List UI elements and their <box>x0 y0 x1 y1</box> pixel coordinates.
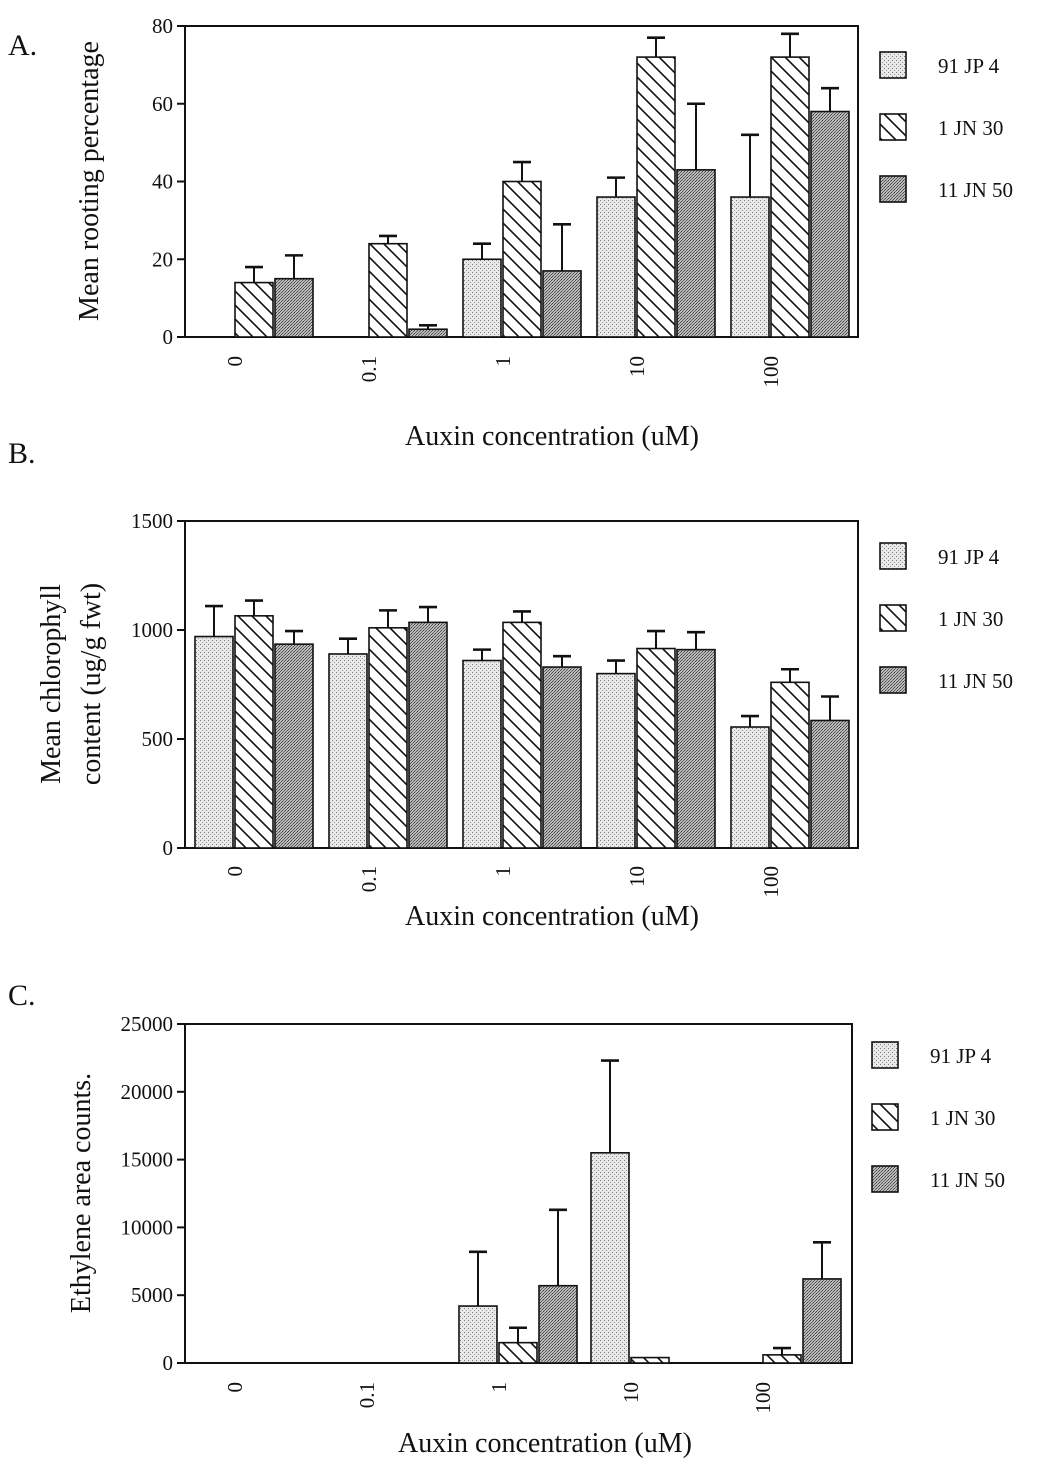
bar-91-jp-4-1 <box>462 659 502 849</box>
bar-1-jn-30-0 <box>234 281 274 338</box>
legend-swatch-11-jn-50 <box>879 175 907 203</box>
legend-label-91-jp-4: 91 JP 4 <box>938 545 1000 569</box>
x-tick-label: 0 <box>223 1382 247 1393</box>
legend-label-11-jn-50: 11 JN 50 <box>938 178 1013 202</box>
bar-91-jp-4-100 <box>730 726 770 849</box>
x-axis-label: Auxin concentration (uM) <box>398 1428 692 1459</box>
bar-1-jn-30-0-1 <box>368 627 408 849</box>
panel-b: B. Mean chlorophyll content (ug/g fwt) Auxi… <box>8 437 1013 932</box>
panel-label: C. <box>8 979 36 1012</box>
bar-91-jp-4-1 <box>458 1305 498 1364</box>
bar-11-jn-50-0-1 <box>408 328 448 338</box>
bar-11-jn-50-100 <box>810 110 850 338</box>
bar-91-jp-4-1 <box>462 258 502 338</box>
x-tick-label: 100 <box>759 356 783 388</box>
bar-1-jn-30-100 <box>770 681 810 849</box>
bar-91-jp-4-100 <box>730 196 770 338</box>
y-tick-label: 5000 <box>131 1283 173 1307</box>
legend-swatch-91-jp-4 <box>879 51 907 79</box>
legend-swatch-91-jp-4 <box>871 1041 899 1069</box>
y-axis-label: Ethylene area counts. <box>66 1073 97 1313</box>
bar-91-jp-4-0 <box>194 635 234 849</box>
x-tick-label: 0.1 <box>355 1382 379 1408</box>
legend-label-1-jn-30: 1 JN 30 <box>938 116 1003 140</box>
bar-11-jn-50-100 <box>810 719 850 849</box>
y-tick-label: 0 <box>163 1351 174 1375</box>
x-tick-label: 1 <box>487 1382 511 1393</box>
y-axis-label: Mean chlorophyll <box>36 584 67 784</box>
bar-1-jn-30-100 <box>762 1354 802 1364</box>
x-tick-label: 1 <box>491 866 515 877</box>
panel-label: A. <box>8 29 37 62</box>
bar-91-jp-4-10 <box>590 1152 630 1364</box>
x-tick-label: 0 <box>223 356 247 367</box>
x-axis-label: Auxin concentration (uM) <box>405 901 699 932</box>
y-tick-label: 20 <box>152 247 173 271</box>
bar-91-jp-4-10 <box>596 196 636 338</box>
y-tick-label: 10000 <box>121 1215 174 1239</box>
bar-1-jn-30-100 <box>770 56 810 338</box>
bar-11-jn-50-1 <box>538 1284 578 1364</box>
legend-label-11-jn-50: 11 JN 50 <box>938 669 1013 693</box>
bar-11-jn-50-1 <box>542 270 582 338</box>
y-tick-label: 60 <box>152 92 173 116</box>
panel-a: A. Mean rooting percentage Auxin concentra… <box>8 14 1013 452</box>
bar-11-jn-50-10 <box>676 169 716 338</box>
legend-swatch-91-jp-4 <box>879 542 907 570</box>
y-tick-label: 0 <box>163 836 174 860</box>
y-tick-label: 25000 <box>121 1012 174 1036</box>
legend-label-1-jn-30: 1 JN 30 <box>930 1106 995 1130</box>
y-axis-label: content (ug/g fwt) <box>76 583 107 785</box>
bar-11-jn-50-100 <box>802 1278 842 1364</box>
bar-1-jn-30-0 <box>234 615 274 849</box>
y-tick-label: 15000 <box>121 1148 174 1172</box>
y-axis-label: Mean rooting percentage <box>74 41 105 321</box>
bar-11-jn-50-10 <box>676 648 716 849</box>
bar-11-jn-50-0 <box>274 643 314 849</box>
x-tick-label: 100 <box>751 1382 775 1414</box>
legend-swatch-11-jn-50 <box>871 1165 899 1193</box>
bar-11-jn-50-0-1 <box>408 621 448 849</box>
y-tick-label: 1000 <box>131 618 173 642</box>
legend-swatch-1-jn-30 <box>871 1103 899 1131</box>
bar-1-jn-30-1 <box>502 180 542 338</box>
bar-1-jn-30-1 <box>502 621 542 849</box>
y-tick-label: 1500 <box>131 509 173 533</box>
x-tick-label: 100 <box>759 866 783 898</box>
legend-label-1-jn-30: 1 JN 30 <box>938 607 1003 631</box>
y-tick-label: 40 <box>152 170 173 194</box>
bar-1-jn-30-10 <box>636 647 676 849</box>
y-tick-label: 20000 <box>121 1080 174 1104</box>
x-tick-label: 0.1 <box>357 866 381 892</box>
panel-label: B. <box>8 437 36 470</box>
y-tick-label: 0 <box>163 325 174 349</box>
x-tick-label: 0.1 <box>357 356 381 382</box>
x-axis-label: Auxin concentration (uM) <box>405 421 699 452</box>
legend-label-91-jp-4: 91 JP 4 <box>930 1044 992 1068</box>
x-tick-label: 10 <box>619 1382 643 1403</box>
bar-1-jn-30-10 <box>636 56 676 338</box>
legend-swatch-11-jn-50 <box>879 666 907 694</box>
bar-11-jn-50-1 <box>542 666 582 849</box>
bar-91-jp-4-0-1 <box>328 653 368 849</box>
x-tick-label: 0 <box>223 866 247 877</box>
panel-c: C. Ethylene area counts. Auxin concentrati… <box>8 979 1005 1459</box>
bar-1-jn-30-1 <box>498 1341 538 1364</box>
x-tick-label: 10 <box>625 356 649 377</box>
legend-swatch-1-jn-30 <box>879 113 907 141</box>
plot-frame <box>184 1023 853 1364</box>
y-tick-label: 80 <box>152 14 173 38</box>
legend-label-11-jn-50: 11 JN 50 <box>930 1168 1005 1192</box>
bar-1-jn-30-0-1 <box>368 242 408 338</box>
bar-91-jp-4-10 <box>596 672 636 849</box>
y-tick-label: 500 <box>142 727 174 751</box>
x-tick-label: 10 <box>625 866 649 887</box>
bar-11-jn-50-0 <box>274 277 314 338</box>
legend-swatch-1-jn-30 <box>879 604 907 632</box>
bar-1-jn-30-10 <box>630 1356 670 1364</box>
x-tick-label: 1 <box>491 356 515 367</box>
legend-label-91-jp-4: 91 JP 4 <box>938 54 1000 78</box>
